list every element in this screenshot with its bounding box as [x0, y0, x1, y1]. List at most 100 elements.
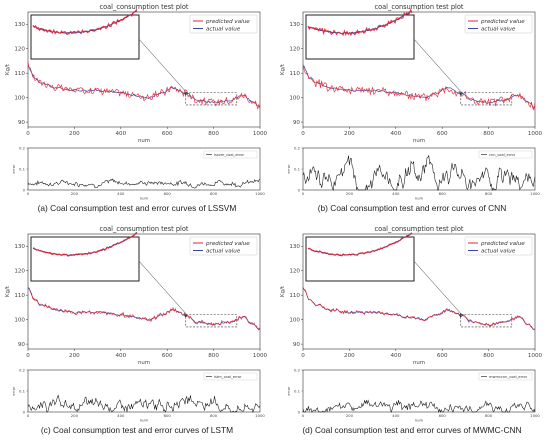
error-legend-entry: lstm_coal_error	[214, 375, 242, 379]
chart-panel: coal_consumption test plot 90 100 110 120 130…	[5, 3, 268, 213]
error-x-tick-label: 0	[27, 191, 30, 196]
error-y-tick-label: 0.1	[294, 167, 301, 172]
y-tick-label: 120	[14, 47, 25, 53]
legend-entry: actual value	[481, 249, 516, 255]
inset-frame	[30, 14, 140, 60]
y-tick-label: 130	[14, 244, 25, 250]
x-axis-label: num	[413, 360, 425, 366]
error-x-tick-label: 400	[117, 413, 125, 418]
x-tick-label: 0	[301, 131, 305, 137]
legend-box	[189, 14, 258, 34]
plot-frame	[27, 233, 261, 350]
x-tick-label: 400	[115, 131, 126, 137]
error-y-tick-label: 0.2	[19, 368, 26, 373]
y-tick-label: 110	[14, 293, 25, 299]
x-tick-label: 800	[208, 131, 219, 137]
y-axis-label: Kg/t	[280, 64, 286, 75]
error-x-axis-label: num	[140, 418, 149, 423]
error-y-tick-label: 0	[298, 188, 301, 193]
error-legend-box	[478, 372, 533, 381]
error-y-tick-label: 0.2	[19, 146, 26, 151]
x-tick-label: 400	[390, 131, 401, 137]
y-axis-label: Kg/t	[280, 286, 286, 297]
error-y-tick-label: 0.1	[19, 167, 26, 172]
series-predicted-line	[27, 287, 261, 329]
x-tick-label: 800	[483, 131, 494, 137]
series-actual-line	[27, 287, 261, 331]
y-axis-label: Kg/t	[5, 64, 11, 75]
x-tick-label: 400	[115, 353, 126, 359]
legend-box	[464, 236, 533, 256]
error-x-tick-label: 800	[210, 413, 218, 418]
y-tick-label: 90	[18, 342, 26, 348]
y-axis-label: Kg/t	[5, 286, 11, 297]
error-x-tick-label: 600	[164, 191, 172, 196]
x-tick-label: 600	[162, 353, 173, 359]
x-tick-label: 200	[69, 353, 80, 359]
error-x-tick-label: 200	[71, 191, 79, 196]
x-tick-label: 200	[344, 353, 355, 359]
x-tick-label: 0	[26, 353, 30, 359]
error-legend-entry: cnn_coal_error	[489, 153, 516, 157]
x-tick-label: 200	[344, 131, 355, 137]
plot-frame	[27, 11, 261, 128]
zoom-region	[460, 314, 513, 328]
y-tick-label: 110	[14, 71, 25, 77]
chart-panel: coal_consumption test plot 90 100 110 120 130…	[280, 225, 543, 435]
series-actual-line	[27, 64, 261, 108]
x-axis-label: num	[138, 360, 150, 366]
error-legend-box	[203, 150, 258, 159]
error-y-axis-label: error	[11, 386, 16, 396]
error-y-axis-label: error	[286, 386, 291, 396]
error-x-tick-label: 200	[346, 413, 354, 418]
error-x-axis-label: num	[415, 418, 424, 423]
panel-caption: (a) Coal consumption test and error curv…	[38, 203, 237, 213]
x-tick-label: 800	[208, 353, 219, 359]
legend-entry: predicted value	[480, 241, 525, 247]
y-tick-label: 130	[289, 244, 300, 250]
error-x-tick-label: 400	[117, 191, 125, 196]
legend-box	[464, 14, 533, 34]
legend-entry: predicted value	[480, 19, 525, 25]
error-x-axis-label: num	[140, 196, 149, 201]
y-tick-label: 130	[289, 22, 300, 28]
chart-panel: coal_consumption test plot 90 100 110 120 130…	[280, 3, 543, 213]
legend-entry: predicted value	[205, 19, 250, 25]
error-series-line	[27, 178, 261, 189]
legend-entry: predicted value	[205, 241, 250, 247]
error-legend-box	[478, 150, 533, 159]
inset-connector	[413, 39, 463, 94]
y-tick-label: 100	[14, 96, 25, 102]
inset-predicted-line	[32, 232, 138, 257]
inset-connector	[413, 261, 463, 316]
y-tick-label: 120	[14, 269, 25, 275]
inset-predicted-line	[32, 8, 138, 36]
plot-frame	[302, 233, 536, 350]
y-tick-label: 120	[289, 47, 300, 53]
error-x-tick-label: 600	[164, 413, 172, 418]
inset-arrowhead	[458, 92, 463, 96]
series-predicted-line	[302, 287, 536, 331]
error-series-line	[27, 394, 261, 413]
error-legend-entry: lssvm_coal_error	[214, 153, 245, 157]
y-tick-label: 90	[18, 120, 26, 126]
error-y-tick-label: 0	[23, 188, 26, 193]
chart-title: coal_consumption test plot	[99, 3, 188, 11]
error-x-tick-label: 600	[439, 413, 447, 418]
zoom-region	[185, 314, 238, 328]
x-tick-label: 600	[437, 353, 448, 359]
error-x-tick-label: 400	[392, 191, 400, 196]
inset-predicted-line	[307, 232, 413, 257]
error-series-line	[302, 399, 536, 413]
error-y-tick-label: 0	[298, 410, 301, 415]
x-tick-label: 600	[437, 131, 448, 137]
error-x-tick-label: 0	[302, 191, 305, 196]
legend-entry: actual value	[206, 249, 241, 255]
error-y-tick-label: 0	[23, 410, 26, 415]
x-tick-label: 400	[390, 353, 401, 359]
plot-frame	[302, 11, 536, 128]
error-y-tick-label: 0.2	[294, 146, 301, 151]
y-tick-label: 110	[289, 71, 300, 77]
series-predicted-line	[27, 62, 261, 110]
